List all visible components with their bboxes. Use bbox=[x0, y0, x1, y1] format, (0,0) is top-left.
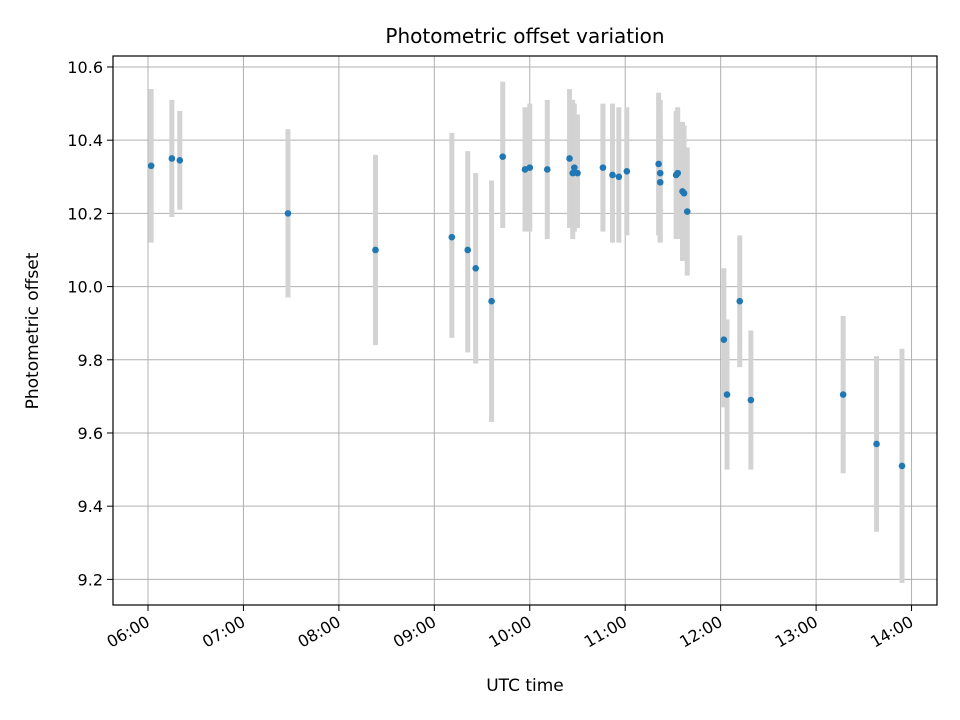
data-point bbox=[448, 233, 456, 241]
data-point bbox=[723, 391, 731, 398]
data-point bbox=[609, 171, 616, 179]
data-point bbox=[656, 169, 664, 177]
data-point bbox=[736, 297, 744, 305]
data-point bbox=[720, 336, 728, 343]
data-point bbox=[873, 440, 880, 448]
y-tick-label: 9.6 bbox=[78, 424, 103, 443]
y-tick-label: 9.8 bbox=[78, 351, 103, 370]
y-axis: 9.2 9.4 9.6 9.8 10.0 10.2 10.4 10.6 bbox=[67, 58, 113, 589]
x-axis-title: UTC time bbox=[486, 676, 564, 696]
data-point bbox=[674, 169, 682, 177]
data-point bbox=[569, 169, 577, 177]
data-point bbox=[566, 155, 573, 162]
data-point bbox=[599, 164, 607, 171]
data-point bbox=[683, 208, 691, 215]
plot-frame bbox=[112, 55, 938, 606]
y-tick-label: 10.6 bbox=[67, 58, 103, 77]
data-point bbox=[464, 246, 472, 254]
y-tick-label: 10.4 bbox=[67, 131, 103, 150]
y-tick-label: 10.2 bbox=[67, 204, 103, 223]
data-point bbox=[284, 210, 292, 217]
data-point bbox=[839, 391, 847, 398]
data-point bbox=[656, 178, 664, 186]
y-tick-label: 9.4 bbox=[78, 497, 103, 516]
data-point bbox=[571, 164, 578, 171]
data-point bbox=[898, 462, 906, 470]
data-point bbox=[623, 167, 631, 175]
data-point bbox=[472, 264, 479, 272]
y-tick-label: 9.2 bbox=[78, 570, 103, 589]
data-point bbox=[574, 169, 581, 177]
data-point bbox=[680, 189, 688, 197]
data-point bbox=[372, 246, 379, 254]
data-point bbox=[526, 164, 534, 171]
data-point bbox=[176, 157, 184, 164]
data-point bbox=[543, 166, 551, 173]
y-axis-title: Photometric offset bbox=[23, 252, 43, 409]
data-point bbox=[499, 153, 507, 160]
data-point bbox=[488, 297, 495, 305]
data-points bbox=[147, 153, 906, 470]
data-point bbox=[147, 162, 155, 170]
data-point bbox=[615, 173, 623, 181]
data-point bbox=[747, 396, 755, 404]
data-point bbox=[655, 160, 662, 168]
y-tick-label: 10.0 bbox=[67, 278, 103, 297]
data-point bbox=[168, 155, 176, 162]
chart-title: Photometric offset variation bbox=[385, 24, 664, 48]
